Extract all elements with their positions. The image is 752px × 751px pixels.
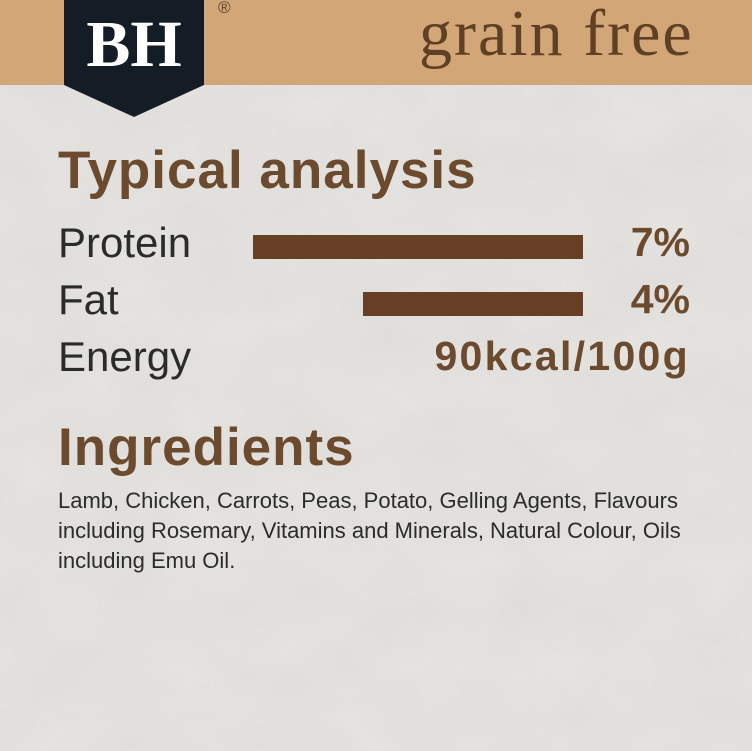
- svg-text:BH: BH: [86, 8, 181, 81]
